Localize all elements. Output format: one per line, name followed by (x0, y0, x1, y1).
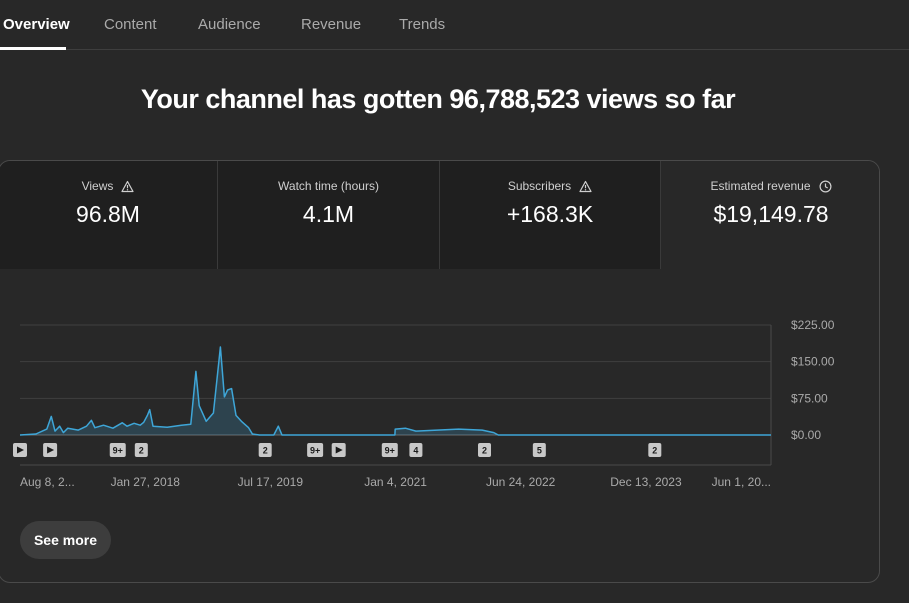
marker-label: 9+ (310, 446, 320, 456)
clock-icon (819, 179, 832, 193)
video-count-marker (381, 443, 398, 457)
marker-label: 9+ (385, 446, 395, 456)
metric-card-watch-time[interactable]: Watch time (hours) 4.1M (218, 161, 440, 269)
video-count-marker (258, 443, 272, 457)
page-headline: Your channel has gotten 96,788,523 views… (140, 84, 736, 114)
play-icon (335, 446, 343, 454)
marker-label: 2 (482, 446, 487, 456)
y-tick-label: $75.00 (791, 391, 828, 405)
x-tick-label: Jan 27, 2018 (111, 475, 181, 489)
play-icon (17, 446, 24, 454)
marker-label: 2 (263, 446, 268, 456)
metric-label: Subscribers (507, 179, 572, 193)
x-tick-label: Jun 1, 20... (712, 475, 771, 489)
metric-card-estimated-revenue[interactable]: Estimated revenue $19,149.78 (661, 161, 879, 269)
marker-label: 9+ (113, 446, 123, 456)
metric-value: $19,149.78 (713, 201, 829, 227)
video-count-marker (307, 443, 324, 457)
video-count-marker (409, 443, 423, 457)
video-count-marker (532, 443, 546, 457)
x-tick-label: Jan 4, 2021 (364, 475, 427, 489)
x-tick-label: Dec 13, 2023 (610, 475, 682, 489)
tab-overview[interactable]: Overview (3, 16, 70, 33)
y-tick-label: $150.00 (791, 355, 835, 369)
see-more-button[interactable]: See more (20, 521, 111, 559)
play-icon (47, 446, 55, 454)
video-count-marker (478, 443, 492, 457)
video-count-marker (648, 443, 662, 457)
video-count-marker (134, 443, 148, 457)
tab-audience[interactable]: Audience (198, 16, 261, 33)
tab-bar: Overview Content Audience Revenue Trends (0, 0, 909, 50)
metric-value: +168.3K (506, 201, 594, 227)
warning-icon (121, 180, 134, 193)
tab-trends[interactable]: Trends (399, 16, 446, 33)
metric-label-row: Views (0, 179, 217, 193)
warning-icon (579, 180, 592, 193)
tab-content[interactable]: Content (104, 16, 157, 33)
metric-card-views[interactable]: Views 96.8M (0, 161, 218, 269)
x-tick-label: Jun 24, 2022 (486, 475, 556, 489)
metric-label: Views (81, 179, 114, 193)
metric-label: Watch time (hours) (278, 179, 379, 193)
metric-label-row: Estimated revenue (661, 179, 879, 193)
active-tab-indicator (0, 47, 66, 50)
marker-label: 5 (537, 446, 542, 456)
y-tick-label: $225.00 (791, 318, 835, 332)
marker-label: 2 (652, 446, 657, 456)
revenue-line (19, 346, 771, 436)
metric-value: 96.8M (76, 201, 140, 227)
metric-label: Estimated revenue (710, 179, 811, 193)
x-tick-label: Aug 8, 2... (20, 475, 75, 489)
metric-card-subscribers[interactable]: Subscribers +168.3K (440, 161, 661, 269)
overview-card: Views 96.8M Watch time (hours) 4.1M Subs… (0, 160, 880, 583)
marker-label: 4 (413, 446, 418, 456)
video-count-marker (109, 443, 126, 457)
y-tick-label: $0.00 (791, 428, 821, 442)
metric-label-row: Subscribers (440, 179, 660, 193)
metric-label-row: Watch time (hours) (218, 179, 439, 193)
tab-revenue[interactable]: Revenue (301, 16, 362, 33)
metric-value: 4.1M (302, 201, 355, 227)
marker-label: 2 (139, 446, 144, 456)
x-tick-label: Jul 17, 2019 (238, 475, 304, 489)
revenue-area (20, 347, 771, 435)
